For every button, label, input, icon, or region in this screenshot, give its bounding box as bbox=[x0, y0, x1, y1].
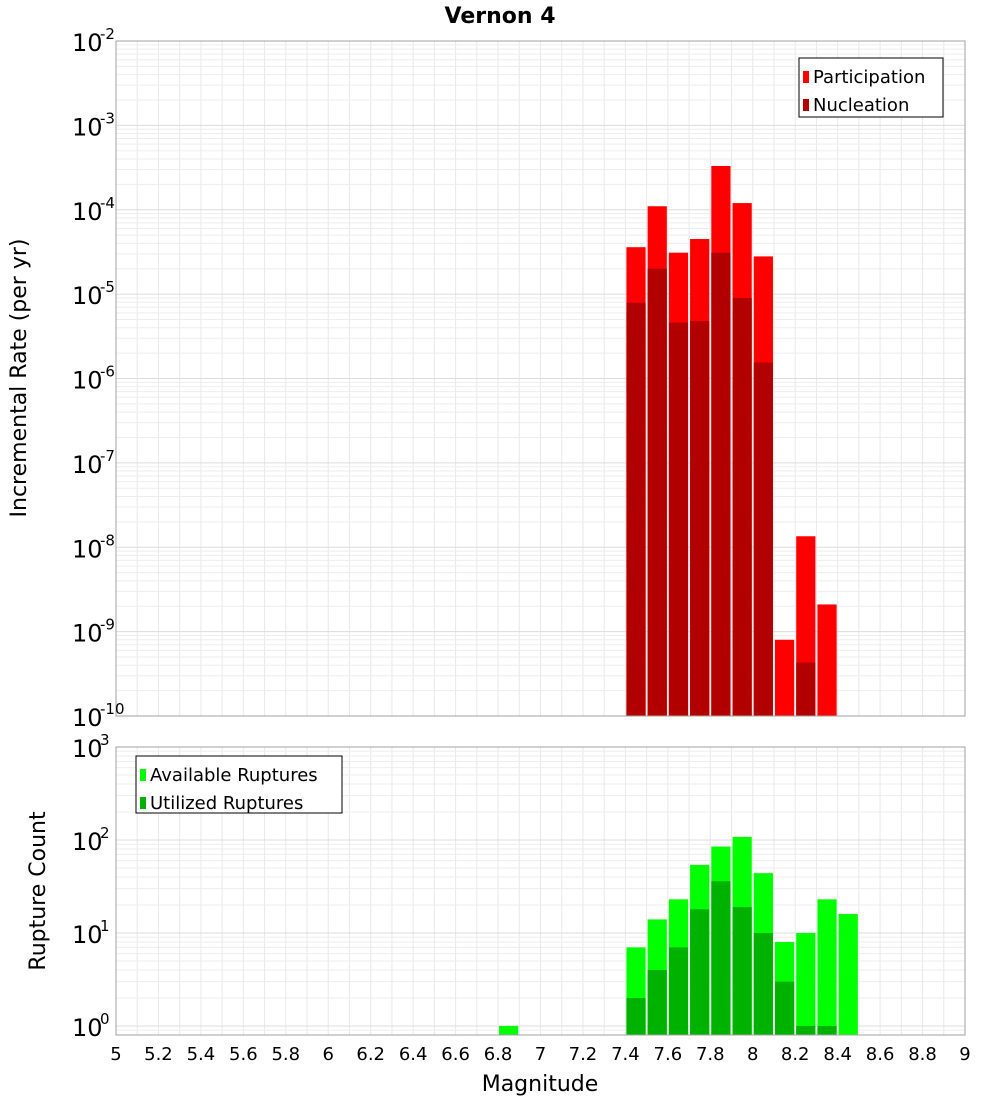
x-tick-label: 9 bbox=[959, 1044, 970, 1065]
x-tick-label: 7.6 bbox=[654, 1044, 683, 1065]
y-tick-exponent: -10 bbox=[100, 700, 125, 718]
bottom-plot-frame bbox=[115, 746, 966, 1036]
bottom-bar-available-ruptures bbox=[817, 899, 837, 1035]
bottom-bar-utilized-ruptures bbox=[732, 907, 752, 1035]
legend-box bbox=[135, 755, 343, 814]
bottom-y-axis-label: Rupture Count bbox=[26, 811, 51, 971]
x-tick-label: 5.4 bbox=[187, 1044, 216, 1065]
legend-swatch bbox=[803, 71, 809, 83]
legend-label: Utilized Ruptures bbox=[150, 793, 303, 814]
chart-title: Vernon 4 bbox=[445, 4, 556, 29]
top-bar-nucleation bbox=[668, 322, 689, 716]
bottom-bar-utilized-ruptures bbox=[774, 981, 795, 1035]
y-tick-exponent: -8 bbox=[100, 531, 115, 549]
y-tick-exponent: -5 bbox=[100, 278, 115, 296]
bottom-bar-utilized-ruptures bbox=[647, 969, 667, 1035]
y-tick-exponent: 1 bbox=[100, 917, 110, 935]
top-legend: Participation Nucleation bbox=[798, 57, 944, 118]
y-tick-label: 10 bbox=[72, 1014, 103, 1042]
x-tick-label: 5.2 bbox=[144, 1044, 173, 1065]
x-tick-label: 6.6 bbox=[441, 1044, 470, 1065]
legend-label: Available Ruptures bbox=[150, 765, 318, 786]
y-tick-label: 10 bbox=[72, 828, 103, 856]
y-tick-label: 10 bbox=[72, 735, 103, 763]
bottom-legend: Available Ruptures Utilized Ruptures bbox=[135, 755, 343, 814]
x-tick-label: 8.6 bbox=[866, 1044, 895, 1065]
legend-swatch bbox=[140, 797, 146, 809]
top-bar-nucleation bbox=[626, 302, 646, 716]
x-tick-label: 8.2 bbox=[781, 1044, 810, 1065]
y-tick-label: 10 bbox=[72, 535, 103, 563]
y-tick-label: 10 bbox=[72, 451, 103, 479]
x-tick-label: 7.2 bbox=[569, 1044, 598, 1065]
y-tick-exponent: -4 bbox=[100, 194, 115, 212]
x-axis-label: Magnitude bbox=[482, 1072, 599, 1097]
x-tick-label: 6.8 bbox=[484, 1044, 513, 1065]
x-tick-label: 5 bbox=[110, 1044, 121, 1065]
top-bar-nucleation bbox=[711, 252, 731, 716]
legend-label: Nucleation bbox=[813, 95, 909, 116]
x-tick-label: 6.2 bbox=[356, 1044, 385, 1065]
top-bar-participation bbox=[774, 639, 795, 716]
x-tick-label: 5.8 bbox=[271, 1044, 300, 1065]
bottom-bar-utilized-ruptures bbox=[690, 909, 710, 1035]
y-tick-label: 10 bbox=[72, 29, 103, 57]
top-bars bbox=[626, 166, 837, 717]
legend-swatch bbox=[803, 99, 809, 111]
legend-label: Participation bbox=[813, 67, 925, 88]
y-tick-exponent: -3 bbox=[100, 109, 115, 127]
y-tick-label: 10 bbox=[72, 113, 103, 141]
top-bar-nucleation bbox=[753, 362, 773, 716]
y-tick-label: 10 bbox=[72, 620, 103, 648]
bottom-grid bbox=[115, 746, 966, 1036]
top-bar-nucleation bbox=[796, 662, 816, 716]
y-tick-label: 10 bbox=[72, 367, 103, 395]
y-tick-label: 10 bbox=[72, 704, 103, 732]
top-bar-nucleation bbox=[690, 321, 710, 716]
y-tick-exponent: 2 bbox=[100, 824, 110, 842]
x-tick-label: 7.4 bbox=[611, 1044, 640, 1065]
y-tick-exponent: -9 bbox=[100, 616, 115, 634]
x-tick-label: 8.8 bbox=[908, 1044, 937, 1065]
legend-swatch bbox=[140, 769, 146, 781]
x-tick-label: 6 bbox=[323, 1044, 334, 1065]
y-tick-exponent: -6 bbox=[100, 363, 115, 381]
y-tick-exponent: 0 bbox=[100, 1010, 110, 1028]
bottom-bar-utilized-ruptures bbox=[817, 1025, 837, 1035]
y-tick-exponent: 3 bbox=[100, 731, 110, 749]
x-tick-label: 6.4 bbox=[399, 1044, 428, 1065]
bottom-bar-available-ruptures bbox=[499, 1025, 519, 1035]
bottom-bar-utilized-ruptures bbox=[711, 881, 731, 1035]
bottom-bar-utilized-ruptures bbox=[626, 997, 646, 1035]
x-tick-label: 8 bbox=[747, 1044, 758, 1065]
bottom-bar-utilized-ruptures bbox=[796, 1025, 816, 1035]
top-bar-nucleation bbox=[732, 297, 752, 716]
y-tick-exponent: -2 bbox=[100, 25, 115, 43]
x-tick-label: 7 bbox=[535, 1044, 546, 1065]
x-tick-labels: 5 5.2 5.4 5.6 5.8 6 6.2 6.4 6.6 6.8 7 7.2 7.4 7.6 7.8 8… bbox=[110, 1044, 970, 1065]
top-bar-participation bbox=[817, 604, 837, 716]
top-plot-frame bbox=[115, 40, 966, 717]
y-tick-exponent: -7 bbox=[100, 447, 115, 465]
bottom-bar-available-ruptures bbox=[838, 914, 858, 1035]
x-tick-label: 5.6 bbox=[229, 1044, 258, 1065]
bottom-bar-available-ruptures bbox=[796, 932, 816, 1035]
top-y-axis-label: Incremental Rate (per yr) bbox=[7, 239, 32, 518]
y-tick-label: 10 bbox=[72, 282, 103, 310]
top-grid bbox=[115, 40, 966, 717]
bottom-bars bbox=[499, 836, 858, 1035]
bottom-bar-utilized-ruptures bbox=[753, 932, 773, 1035]
x-tick-label: 8.4 bbox=[823, 1044, 852, 1065]
top-bar-nucleation bbox=[647, 268, 667, 716]
x-tick-label: 7.8 bbox=[696, 1044, 725, 1065]
y-tick-label: 10 bbox=[72, 921, 103, 949]
legend-box bbox=[798, 57, 944, 118]
bottom-bar-utilized-ruptures bbox=[668, 947, 689, 1035]
y-tick-label: 10 bbox=[72, 198, 103, 226]
